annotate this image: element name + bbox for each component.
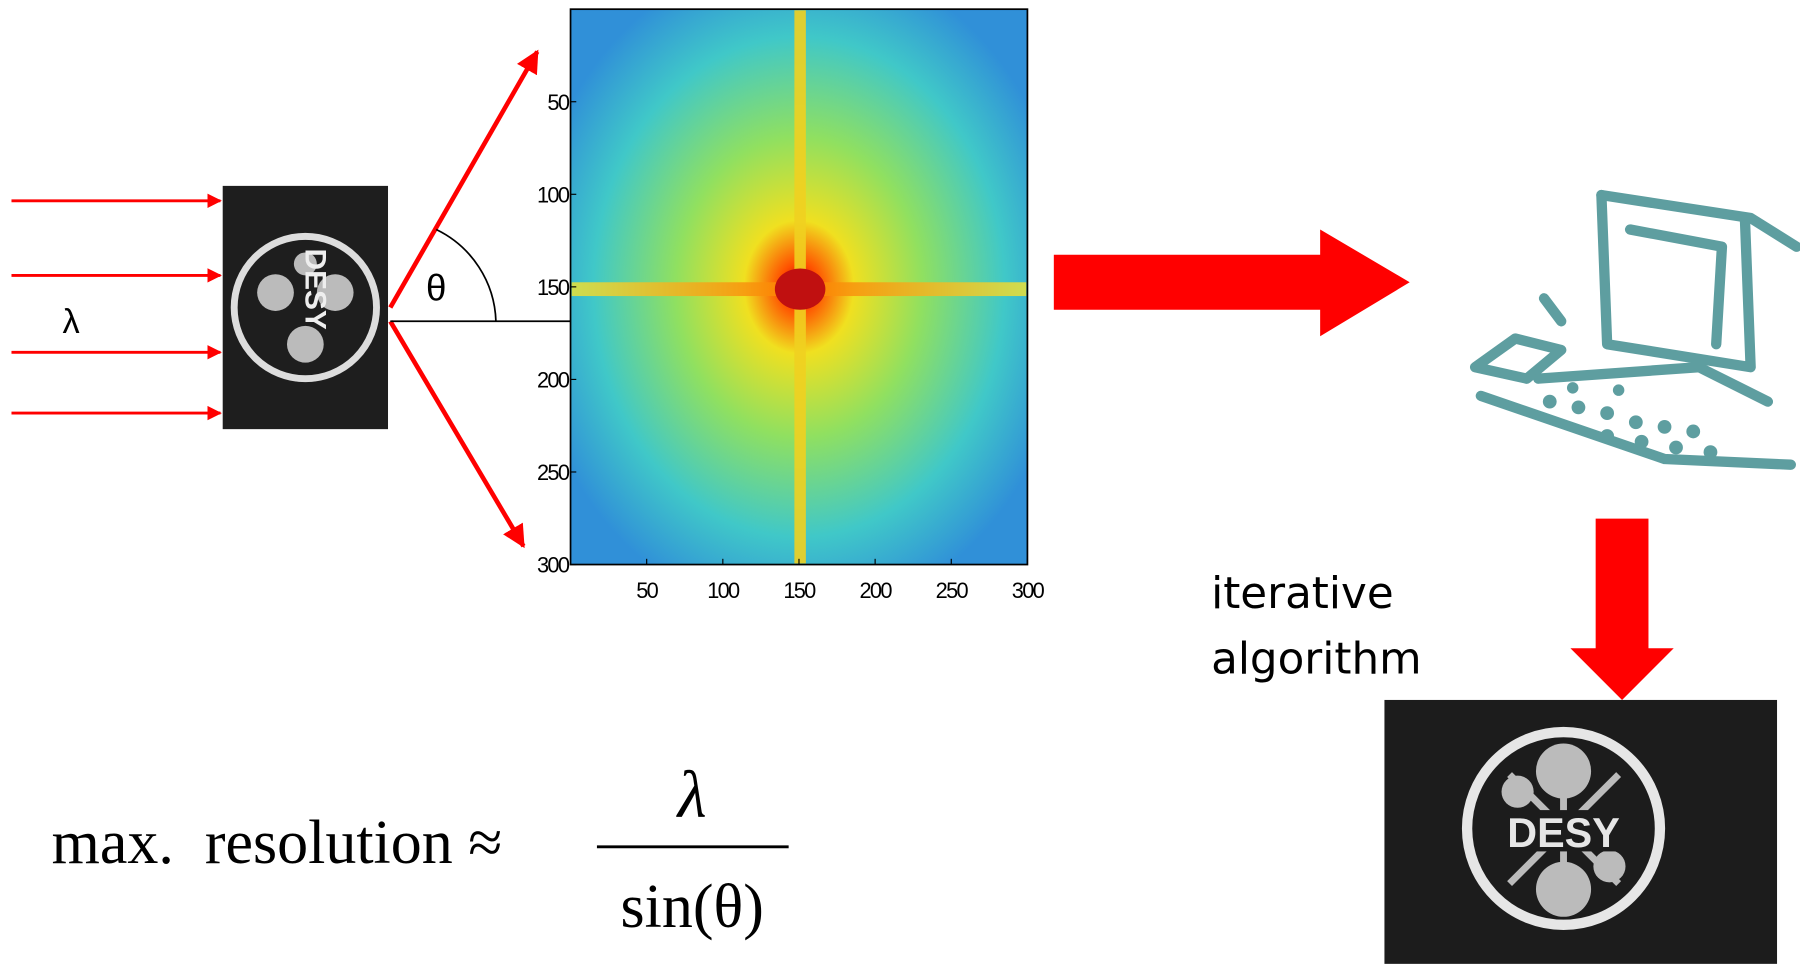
keyboard-keys [1542,382,1718,459]
x-tick-label: 150 [783,578,816,603]
y-tick-label: 50 [547,90,569,115]
reconstructed-logo: DESY [1507,810,1619,856]
process-label: iterative [1211,569,1394,619]
incident-beam [11,193,222,421]
x-tick-label: 250 [936,578,969,603]
scattered-beam [388,320,526,549]
y-tick-label: 200 [537,367,570,392]
y-tick-label: 100 [537,182,570,207]
x-tick-label: 200 [860,578,893,603]
diffraction-pattern [569,8,1029,566]
formula-lhs: max. resolution ≈ [52,809,503,877]
y-tick-label: 250 [537,460,570,485]
y-tick-label: 300 [537,553,570,578]
output-arrow [1570,518,1674,700]
formula-numerator: λ [676,759,707,832]
y-tick-label: 150 [537,275,570,300]
x-tick-label: 50 [636,578,658,603]
formula-denominator: sin(θ) [621,873,764,941]
computer-icon [1469,189,1800,470]
x-tick-label: 300 [1012,578,1045,603]
angle-label: θ [426,268,446,309]
angle-arc [435,228,497,322]
scattered-beam [388,49,540,309]
process-label: algorithm [1211,635,1422,685]
process-arrow [1053,229,1410,337]
wavelength-label: λ [63,303,80,341]
sample-logo: DESY [298,249,331,330]
reconstructed-image: DESY [1384,699,1778,964]
sample-image: DESY [222,185,389,430]
x-tick-label: 100 [707,578,740,603]
